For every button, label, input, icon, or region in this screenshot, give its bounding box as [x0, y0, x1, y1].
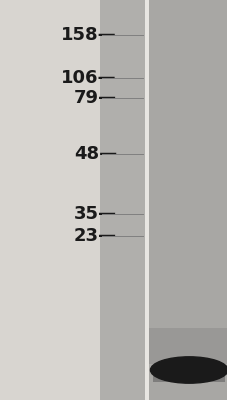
Bar [148, 328, 227, 364]
Bar [148, 0, 227, 400]
Text: 106—: 106— [61, 69, 116, 87]
Text: 23—: 23— [74, 227, 116, 245]
Bar [144, 0, 148, 400]
Ellipse shape [150, 357, 227, 383]
Text: 79—: 79— [74, 89, 116, 107]
Text: 48—: 48— [73, 145, 116, 163]
Text: 158—: 158— [61, 26, 116, 44]
Bar [100, 0, 144, 400]
Text: 35—: 35— [74, 205, 116, 223]
Bar [153, 372, 224, 382]
